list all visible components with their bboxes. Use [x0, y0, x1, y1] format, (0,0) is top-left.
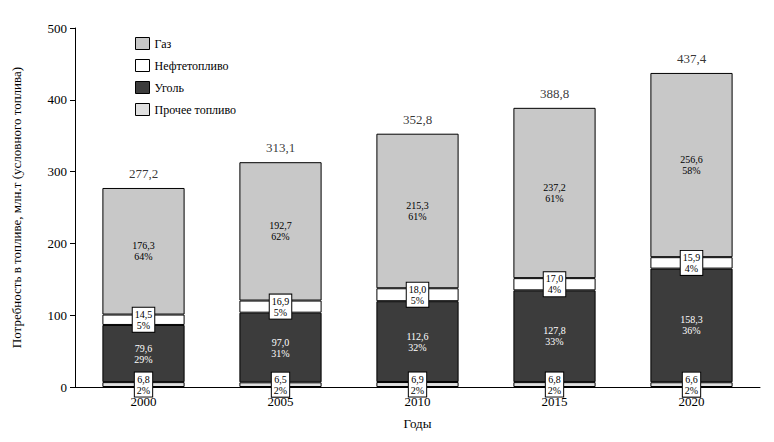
- svg-text:2010: 2010: [404, 394, 431, 409]
- svg-text:400: 400: [48, 92, 68, 107]
- svg-text:112,6: 112,6: [406, 331, 428, 342]
- svg-text:58%: 58%: [682, 165, 700, 176]
- svg-text:5%: 5%: [274, 307, 287, 318]
- svg-text:6,6: 6,6: [685, 374, 698, 385]
- svg-text:64%: 64%: [134, 251, 152, 262]
- svg-text:300: 300: [48, 164, 68, 179]
- svg-text:2015: 2015: [541, 394, 568, 409]
- svg-text:79,6: 79,6: [135, 343, 153, 354]
- svg-text:500: 500: [48, 21, 68, 36]
- svg-text:176,3: 176,3: [132, 240, 155, 251]
- svg-text:Потребность в топливе, млн.т (: Потребность в топливе, млн.т (условного …: [9, 67, 24, 348]
- svg-text:14,5: 14,5: [135, 309, 153, 320]
- svg-text:62%: 62%: [271, 231, 289, 242]
- svg-text:200: 200: [48, 236, 68, 251]
- svg-text:313,1: 313,1: [266, 140, 295, 155]
- svg-text:237,2: 237,2: [543, 182, 566, 193]
- svg-text:6,8: 6,8: [548, 374, 561, 385]
- svg-text:388,8: 388,8: [540, 86, 569, 101]
- svg-text:6,9: 6,9: [411, 374, 424, 385]
- svg-text:29%: 29%: [134, 354, 152, 365]
- svg-text:192,7: 192,7: [269, 220, 292, 231]
- svg-text:31%: 31%: [271, 348, 289, 359]
- svg-text:33%: 33%: [545, 336, 563, 347]
- svg-text:4%: 4%: [685, 263, 698, 274]
- svg-text:2%: 2%: [137, 385, 150, 396]
- svg-text:6,5: 6,5: [274, 374, 287, 385]
- svg-text:4%: 4%: [548, 284, 561, 295]
- svg-text:352,8: 352,8: [403, 112, 432, 127]
- svg-text:Годы: Годы: [404, 416, 432, 431]
- svg-text:32%: 32%: [408, 342, 426, 353]
- svg-text:256,6: 256,6: [680, 154, 703, 165]
- svg-text:277,2: 277,2: [129, 166, 158, 181]
- svg-text:Газ: Газ: [155, 37, 172, 51]
- svg-text:2%: 2%: [548, 385, 561, 396]
- svg-text:2005: 2005: [267, 394, 294, 409]
- svg-text:437,4: 437,4: [677, 51, 707, 66]
- svg-text:2%: 2%: [274, 385, 287, 396]
- svg-text:18,0: 18,0: [409, 284, 427, 295]
- svg-text:2000: 2000: [130, 394, 157, 409]
- svg-text:Прочее топливо: Прочее топливо: [155, 103, 237, 117]
- svg-text:215,3: 215,3: [406, 200, 429, 211]
- svg-text:61%: 61%: [408, 211, 426, 222]
- svg-text:Нефтетопливо: Нефтетопливо: [155, 59, 229, 73]
- svg-text:2%: 2%: [685, 385, 698, 396]
- svg-text:2020: 2020: [678, 394, 705, 409]
- svg-text:16,9: 16,9: [272, 296, 290, 307]
- svg-text:5%: 5%: [137, 320, 150, 331]
- svg-text:158,3: 158,3: [680, 314, 703, 325]
- svg-text:15,9: 15,9: [683, 252, 701, 263]
- svg-text:Уголь: Уголь: [155, 81, 185, 95]
- svg-text:127,8: 127,8: [543, 325, 566, 336]
- svg-text:61%: 61%: [545, 193, 563, 204]
- svg-text:17,0: 17,0: [546, 273, 564, 284]
- svg-text:2%: 2%: [411, 385, 424, 396]
- svg-text:5%: 5%: [411, 295, 424, 306]
- svg-text:36%: 36%: [682, 325, 700, 336]
- svg-text:100: 100: [48, 308, 68, 323]
- svg-text:6,8: 6,8: [137, 374, 150, 385]
- svg-text:97,0: 97,0: [272, 337, 290, 348]
- svg-text:0: 0: [61, 380, 68, 395]
